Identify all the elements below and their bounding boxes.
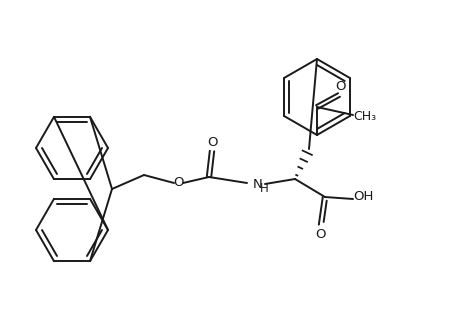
Text: N: N [253, 179, 263, 192]
Text: OH: OH [353, 191, 373, 203]
Text: CH₃: CH₃ [353, 109, 376, 122]
Text: H: H [260, 181, 269, 194]
Text: O: O [316, 228, 326, 241]
Text: O: O [173, 176, 183, 189]
Text: O: O [207, 135, 217, 148]
Text: O: O [336, 79, 346, 92]
